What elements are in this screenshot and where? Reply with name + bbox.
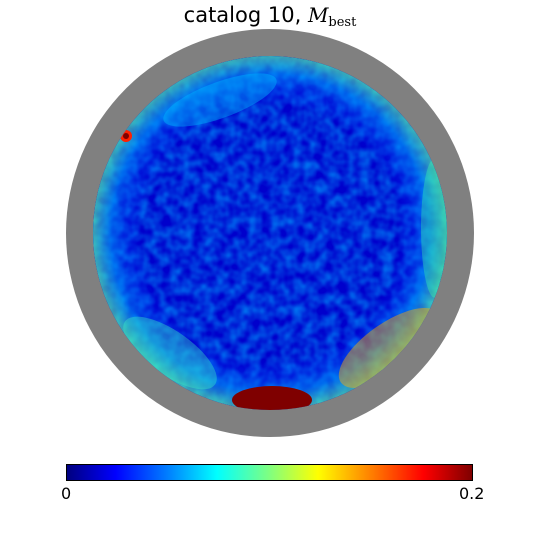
map-disc <box>93 56 447 410</box>
colorbar <box>66 464 473 481</box>
colorbar-min-label: 0 <box>61 484 72 503</box>
colorbar-max-label: 0.2 <box>459 484 485 503</box>
title-subscript: best <box>328 15 357 30</box>
plot-title: catalog 10, Mbest <box>0 0 540 30</box>
title-text: catalog 10, <box>183 3 308 27</box>
title-symbol: M <box>307 3 329 27</box>
sky-map <box>66 29 474 437</box>
